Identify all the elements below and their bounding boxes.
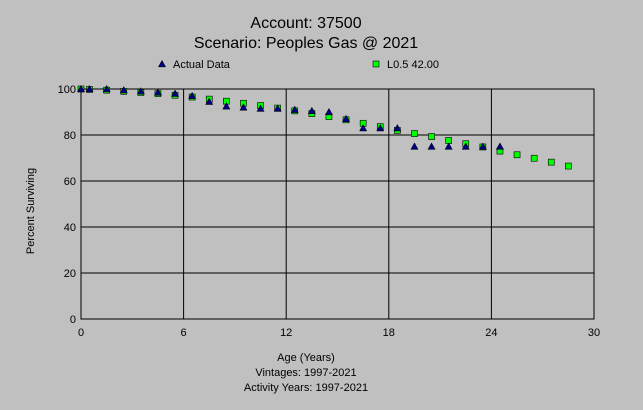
chart-title: Account: 37500 — [250, 15, 361, 32]
y-tick-label: 40 — [64, 222, 76, 234]
y-tick-label: 80 — [64, 130, 76, 142]
chart-subtitle: Scenario: Peoples Gas @ 2021 — [194, 35, 418, 52]
x-tick-label: 0 — [78, 327, 84, 339]
x-tick-label: 24 — [485, 327, 497, 339]
fitted-point — [531, 155, 537, 161]
x-axis-label: Age (Years) — [277, 352, 335, 364]
legend-triangle-icon — [158, 60, 165, 66]
footnote-vintages: Vintages: 1997-2021 — [255, 367, 356, 379]
y-tick-label: 60 — [64, 176, 76, 188]
x-tick-label: 12 — [280, 327, 292, 339]
x-tick-label: 6 — [181, 327, 187, 339]
legend-actual-label: Actual Data — [173, 59, 231, 71]
fitted-point — [429, 134, 435, 140]
legend: Actual Data L0.5 42.00 — [158, 59, 439, 71]
y-tick-label: 0 — [70, 314, 76, 326]
fitted-point — [411, 131, 417, 137]
legend-square-icon — [373, 61, 379, 67]
plot-background — [81, 89, 594, 319]
y-tick-label: 20 — [64, 268, 76, 280]
fitted-point — [514, 152, 520, 158]
y-tick-label: 100 — [58, 84, 76, 96]
x-tick-label: 30 — [588, 327, 600, 339]
fitted-point — [565, 163, 571, 169]
plot-area: 0 6 12 18 24 30 0 20 40 60 80 100 — [58, 84, 600, 339]
y-axis-label: Percent Surviving — [25, 168, 37, 254]
x-tick-label: 18 — [383, 327, 395, 339]
legend-fitted-label: L0.5 42.00 — [387, 59, 439, 71]
legend-fitted-marker — [373, 61, 379, 67]
footnote-activity-years: Activity Years: 1997-2021 — [244, 382, 368, 394]
fitted-point — [548, 159, 554, 165]
legend-actual-marker — [158, 60, 165, 66]
